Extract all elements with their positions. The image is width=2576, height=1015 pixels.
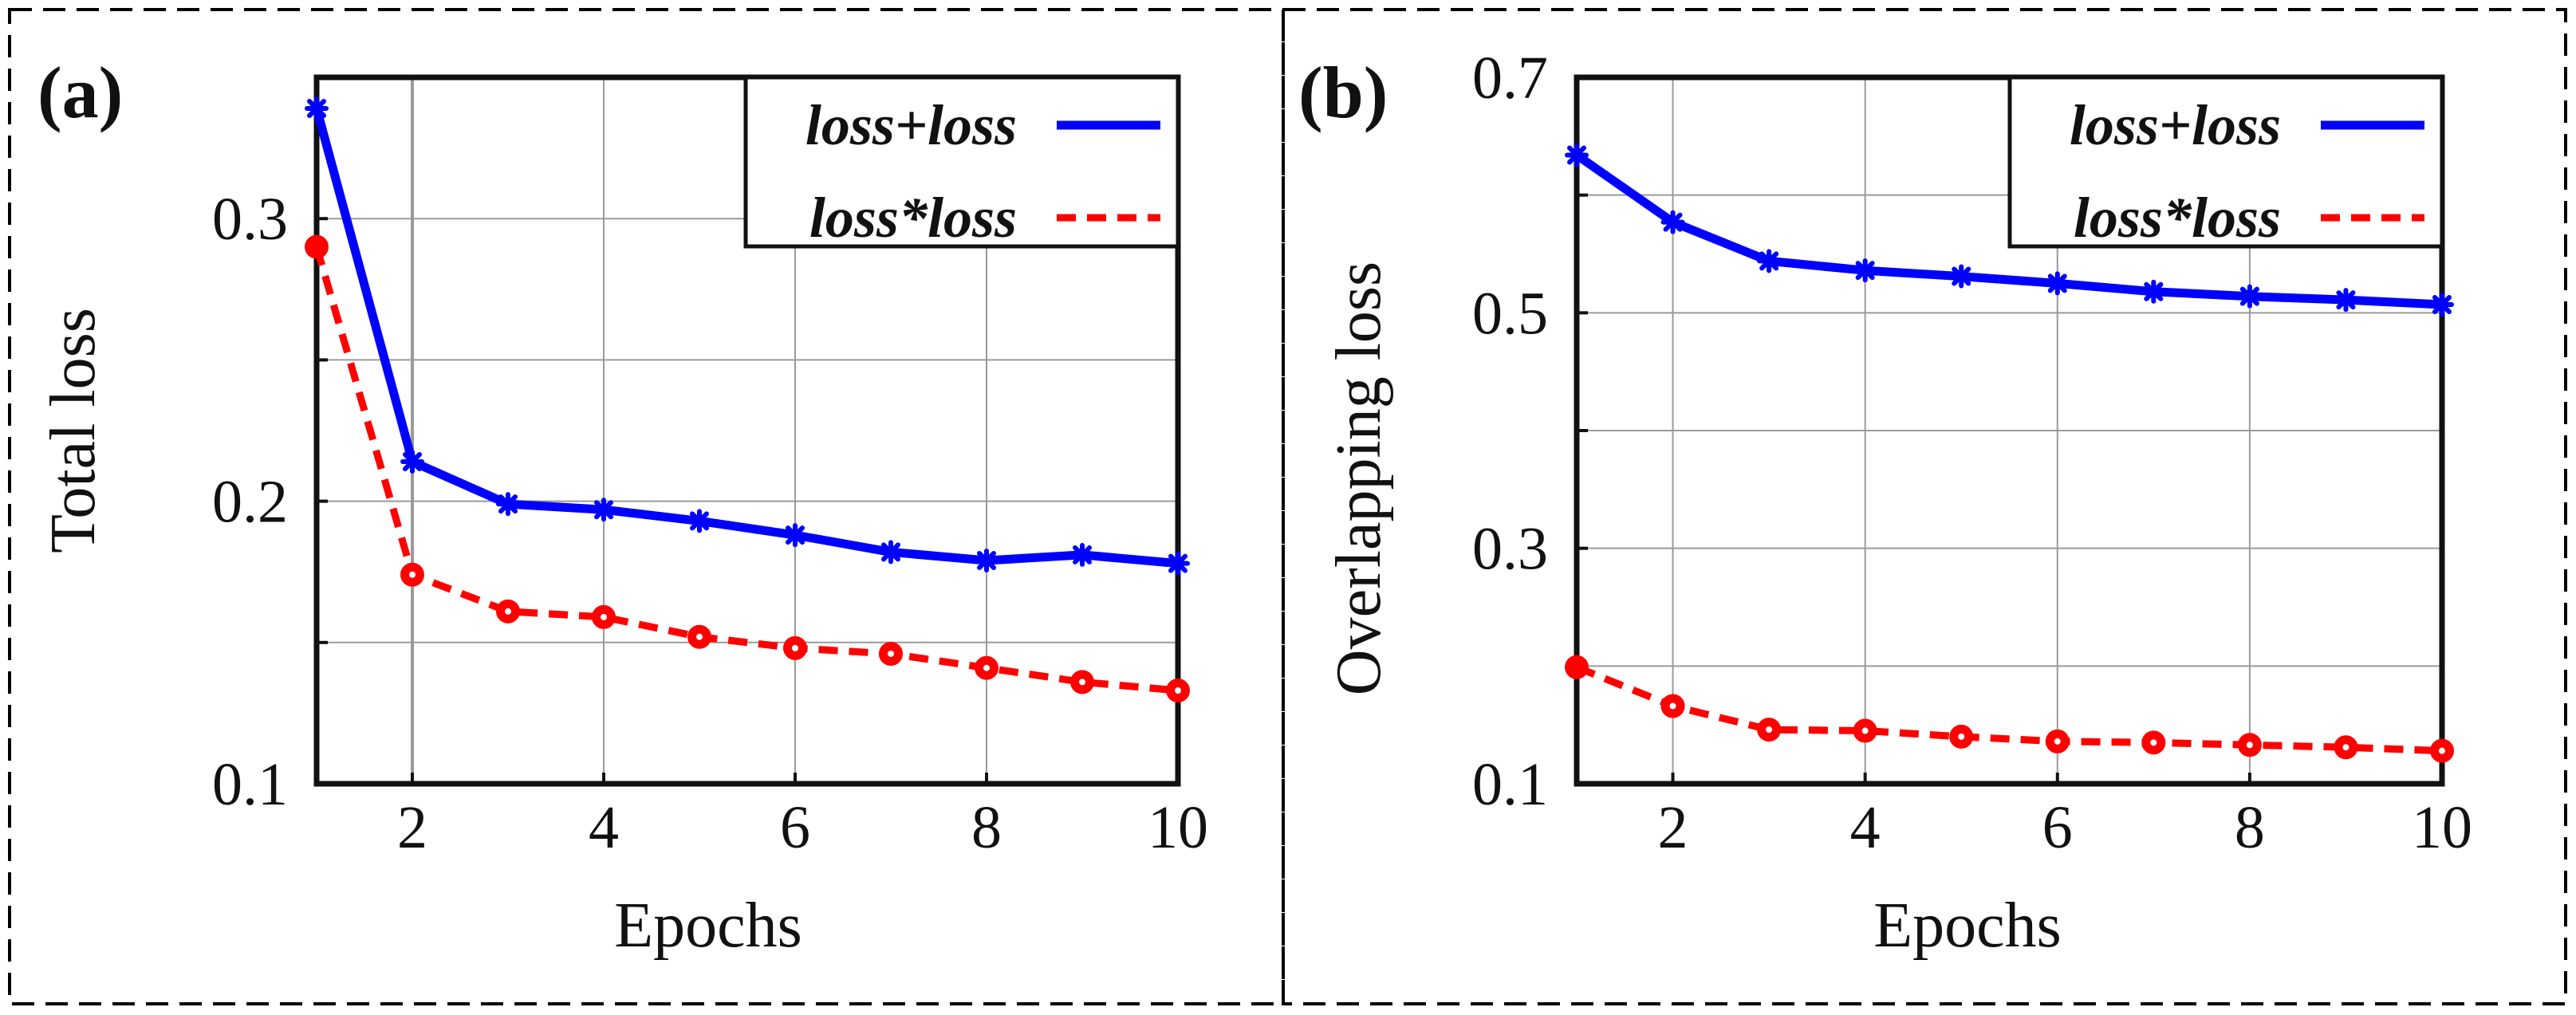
y-tick-label: 0.1	[1472, 751, 1548, 818]
data-point	[783, 523, 807, 548]
y-tick-label: 0.3	[1472, 516, 1548, 583]
data-point	[1949, 264, 1974, 289]
data-point-core	[1669, 702, 1676, 710]
y-tick-label: 0.2	[212, 469, 288, 536]
data-point	[2141, 279, 2166, 304]
x-tick-label: 4	[589, 794, 619, 861]
data-point-core	[888, 650, 894, 657]
legend-label: loss*loss	[2074, 186, 2281, 250]
y-tick-label: 0.7	[1472, 45, 1548, 112]
data-point	[975, 549, 998, 573]
y-tick-label: 0.3	[212, 186, 288, 253]
data-point	[1070, 542, 1094, 567]
series-line	[1574, 151, 2443, 309]
x-axis-label: Epochs	[614, 891, 802, 961]
data-point	[1660, 210, 1685, 234]
data-point-core	[1861, 727, 1869, 734]
x-tick-label: 2	[397, 794, 427, 861]
data-point	[592, 498, 616, 522]
legend-label: loss+loss	[2070, 93, 2281, 157]
data-point	[400, 449, 424, 474]
data-point-core	[2342, 744, 2350, 751]
series-product	[1565, 655, 2454, 763]
data-point-core	[601, 613, 607, 620]
data-point	[305, 234, 329, 259]
x-tick-label: 6	[780, 794, 810, 861]
data-point	[1565, 143, 1589, 167]
data-point	[2045, 271, 2070, 296]
y-axis-label: Overlapping loss	[1324, 262, 1394, 695]
legend-label: loss*loss	[809, 186, 1017, 250]
series-product	[305, 234, 1190, 703]
data-point-core	[792, 644, 798, 651]
chart-panel-b: 2 4 6 8 10 0.1 0.3 0.5 0.7 Epochs Overlapping loss…	[1282, 8, 2567, 1005]
data-point	[687, 509, 711, 533]
data-point	[1853, 258, 1877, 283]
series-line	[1575, 663, 2443, 755]
data-point-core	[1958, 733, 1965, 740]
data-point-core	[2439, 747, 2445, 754]
data-point-core	[1079, 679, 1085, 686]
x-tick-label: 8	[971, 794, 1002, 861]
panel-label: (a)	[37, 52, 123, 133]
data-point	[2237, 284, 2262, 309]
data-point	[305, 96, 329, 120]
panel-frame	[1282, 8, 2567, 1005]
data-point-core	[983, 664, 990, 671]
data-point	[496, 492, 520, 517]
y-tick-label: 0.1	[212, 751, 288, 818]
data-point	[2430, 292, 2454, 317]
data-point-core	[2150, 739, 2157, 746]
panel-frame	[8, 8, 1285, 1005]
x-tick-label: 4	[1850, 794, 1881, 861]
series-sum	[1565, 143, 2454, 317]
legend-label: loss+loss	[805, 93, 1017, 157]
chart-panel-a: 2 4 6 8 10 0.1 0.2 0.3 Epochs Total loss (a) loss+l…	[8, 8, 1285, 1005]
y-axis-label: Total loss	[38, 308, 108, 553]
data-point-core	[2246, 742, 2253, 749]
x-tick-label: 6	[2042, 794, 2073, 861]
x-axis-label: Epochs	[1873, 891, 2062, 961]
data-point	[1166, 551, 1190, 576]
legend: loss+loss loss*loss	[743, 75, 1180, 250]
series-line	[313, 246, 1179, 694]
x-tick-label: 8	[2235, 794, 2265, 861]
data-point	[879, 540, 903, 565]
data-point-core	[1175, 687, 1181, 694]
series-sum	[305, 96, 1190, 576]
series-line	[312, 107, 1179, 568]
y-tick-label: 0.5	[1472, 280, 1548, 347]
data-point	[1565, 655, 1589, 679]
x-tick-label: 10	[1148, 794, 1208, 861]
data-point-core	[505, 608, 511, 615]
legend: loss+loss loss*loss	[2007, 75, 2444, 250]
x-tick-label: 2	[1658, 794, 1688, 861]
data-point-core	[1766, 726, 1773, 734]
data-point-core	[696, 633, 703, 640]
panel-label: (b)	[1298, 52, 1388, 133]
data-point	[1757, 249, 1782, 273]
data-point-core	[409, 571, 416, 578]
data-point-core	[2054, 738, 2061, 745]
x-tick-label: 10	[2412, 794, 2472, 861]
data-point	[2334, 288, 2358, 313]
